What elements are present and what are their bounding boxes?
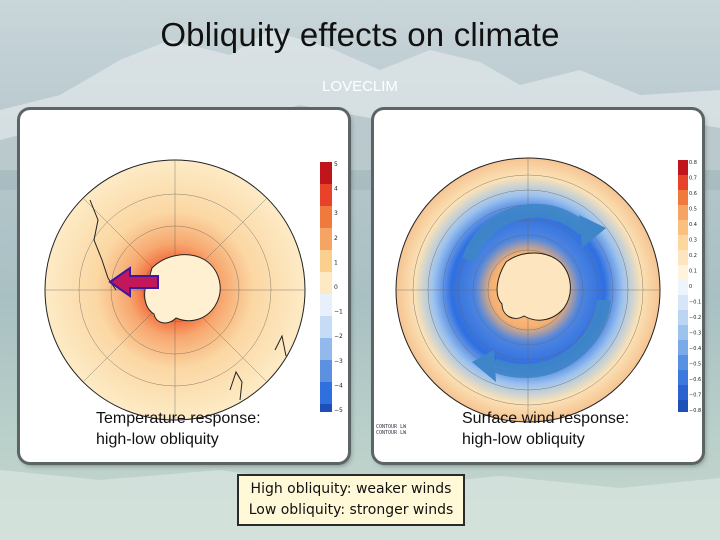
slide-title: Obliquity effects on climate bbox=[160, 16, 560, 53]
wind-caption: Surface wind response: high-low obliquit… bbox=[462, 408, 629, 450]
temperature-caption: Temperature response: high-low obliquity bbox=[96, 408, 261, 450]
wind-colorbar-tick-label: 0.4 bbox=[689, 222, 697, 228]
temperature-colorbar-tick-label: 3 bbox=[334, 210, 338, 217]
wind-colorbar-tick-label: 0.1 bbox=[689, 269, 697, 275]
temperature-colorbar-tick-label: −4 bbox=[334, 382, 343, 389]
wind-colorbar-tick-label: 0 bbox=[689, 284, 692, 290]
wind-colorbar-tick-label: 0.3 bbox=[689, 238, 697, 244]
temperature-colorbar-tick-label: −2 bbox=[334, 333, 343, 340]
temperature-colorbar-tick-label: −1 bbox=[334, 309, 343, 316]
contour-legend-line2: CONTOUR LW bbox=[376, 430, 407, 436]
temperature-response-panel: 5 4 3 2 1 0 −1 −2 −3 −4 −5 Temperature response: h… bbox=[20, 110, 348, 462]
temperature-colorbar-tick-label: −5 bbox=[334, 407, 343, 414]
wind-colorbar-tick-label: −0.8 bbox=[689, 408, 701, 414]
wind-colorbar-tick-label: 0.6 bbox=[689, 191, 697, 197]
temperature-caption-line2: high-low obliquity bbox=[96, 431, 219, 448]
wind-colorbar-tick-label: −0.4 bbox=[689, 346, 701, 352]
wind-colorbar-tick-label: 0.2 bbox=[689, 253, 697, 259]
temperature-colorbar-tick-label: −3 bbox=[334, 358, 343, 365]
wind-caption-line1: Surface wind response: bbox=[462, 410, 630, 427]
temperature-colorbar-tick-label: 4 bbox=[334, 186, 338, 193]
wind-colorbar-tick-label: 0.7 bbox=[689, 176, 697, 182]
obliquity-note-box: High obliquity: weaker winds Low obliqui… bbox=[237, 474, 465, 526]
temperature-colorbar-tick-label: 1 bbox=[334, 259, 338, 266]
wind-polar-map: 0.8 0.7 0.6 0.5 0.4 0.3 0.2 0.1 0 −0.1 −0.2 −0.3 −0.… bbox=[395, 157, 701, 423]
wind-colorbar-tick-label: 0.8 bbox=[689, 160, 697, 166]
note-line-low: Low obliquity: stronger winds bbox=[248, 502, 454, 518]
wind-caption-line2: high-low obliquity bbox=[462, 431, 585, 448]
temperature-colorbar-tick-label: 2 bbox=[334, 235, 338, 242]
wind-colorbar-tick-label: 0.5 bbox=[689, 207, 697, 213]
wind-colorbar-tick-label: −0.2 bbox=[689, 315, 701, 321]
model-label: LOVECLIM bbox=[322, 78, 398, 95]
note-line-high: High obliquity: weaker winds bbox=[250, 481, 452, 497]
wind-colorbar bbox=[678, 160, 688, 412]
wind-colorbar-tick-label: −0.7 bbox=[689, 393, 701, 399]
west-arrow-icon bbox=[108, 266, 159, 298]
contour-legend: CONTOUR LW CONTOUR LW bbox=[376, 424, 406, 436]
temperature-colorbar bbox=[320, 162, 332, 412]
wind-response-panel: 0.8 0.7 0.6 0.5 0.4 0.3 0.2 0.1 0 −0.1 −0.2 −0.3 −0.… bbox=[374, 110, 702, 462]
temperature-colorbar-tick-label: 0 bbox=[334, 284, 338, 291]
circulation-arrows-icon bbox=[462, 203, 611, 379]
wind-colorbar-tick-label: −0.6 bbox=[689, 377, 701, 383]
wind-colorbar-tick-label: −0.3 bbox=[689, 331, 701, 337]
wind-colorbar-tick-label: −0.5 bbox=[689, 362, 701, 368]
temperature-caption-line1: Temperature response: bbox=[96, 410, 261, 427]
wind-colorbar-tick-label: −0.1 bbox=[689, 300, 701, 306]
contour-legend-line1: CONTOUR LW bbox=[376, 424, 407, 430]
temperature-polar-map: 5 4 3 2 1 0 −1 −2 −3 −4 −5 bbox=[44, 159, 343, 421]
temperature-colorbar-tick-label: 5 bbox=[334, 161, 338, 168]
